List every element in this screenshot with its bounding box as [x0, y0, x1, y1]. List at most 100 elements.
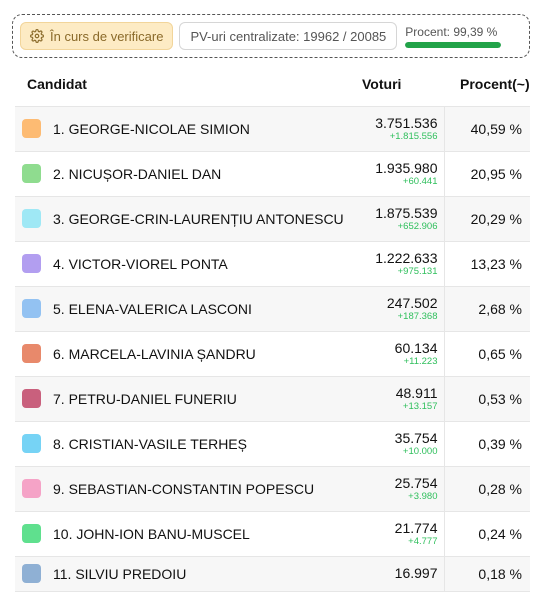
table-row[interactable]: 6. MARCELA-LAVINIA ȘANDRU 60.134 +11.223 0,… — [15, 330, 530, 376]
votes-cell: 25.754 +3.980 — [352, 465, 445, 511]
candidate-color-swatch — [22, 299, 41, 318]
percent-cell: 20,29 % — [444, 195, 530, 241]
candidate-name: 8. CRISTIAN-VASILE TERHEȘ — [53, 435, 247, 452]
votes-value: 1.222.633 — [375, 249, 438, 266]
votes-cell: 21.774 +4.777 — [352, 510, 445, 556]
candidate-wrapper: 2. NICUȘOR-DANIEL DAN — [15, 164, 352, 183]
votes-delta: +652.906 — [397, 220, 438, 232]
candidate-cell: 4. VICTOR-VIOREL PONTA — [15, 240, 352, 286]
candidate-name: 2. NICUȘOR-DANIEL DAN — [53, 165, 222, 182]
candidate-name: 9. SEBASTIAN-CONSTANTIN POPESCU — [53, 480, 315, 497]
table-row[interactable]: 2. NICUȘOR-DANIEL DAN 1.935.980 +60.441 20,… — [15, 150, 530, 196]
percent-cell: 13,23 % — [444, 240, 530, 286]
candidate-cell: 2. NICUȘOR-DANIEL DAN — [15, 150, 352, 196]
votes-cell: 3.751.536 +1.815.556 — [352, 105, 445, 151]
votes-delta: +187.368 — [397, 310, 438, 322]
table-header-row: Candidat Voturi Procent(~) — [15, 63, 530, 106]
header-candidate: Candidat — [15, 63, 352, 106]
results-table: Candidat Voturi Procent(~) 1. GEORGE-NIC… — [15, 63, 530, 592]
candidate-color-swatch — [22, 209, 41, 228]
votes-cell: 35.754 +10.000 — [352, 420, 445, 466]
percent-cell: 40,59 % — [444, 105, 530, 151]
votes-value: 247.502 — [386, 294, 438, 311]
header-votes: Voturi — [352, 63, 444, 106]
candidate-color-swatch — [22, 344, 41, 363]
candidate-wrapper: 4. VICTOR-VIOREL PONTA — [15, 254, 352, 273]
candidate-wrapper: 6. MARCELA-LAVINIA ȘANDRU — [15, 344, 352, 363]
table-row[interactable]: 10. JOHN-ION BANU-MUSCEL 21.774 +4.777 0,24… — [15, 510, 530, 556]
candidate-cell: 1. GEORGE-NICOLAE SIMION — [15, 105, 352, 151]
table-row[interactable]: 11. SILVIU PREDOIU 16.997 0,18 % — [15, 555, 530, 592]
votes-delta: +3.980 — [408, 490, 438, 502]
votes-value: 48.911 — [395, 384, 438, 401]
candidate-wrapper: 9. SEBASTIAN-CONSTANTIN POPESCU — [15, 479, 352, 498]
table-row[interactable]: 4. VICTOR-VIOREL PONTA 1.222.633 +975.131 1… — [15, 240, 530, 286]
percent-cell: 0,28 % — [444, 465, 530, 511]
progress-fill — [405, 41, 501, 48]
verification-label: În curs de verificare — [50, 28, 164, 44]
votes-value: 25.754 — [394, 474, 438, 491]
candidate-wrapper: 3. GEORGE-CRIN-LAURENȚIU ANTONESCU — [15, 209, 352, 228]
votes-delta: +60.441 — [402, 175, 438, 187]
header-percent: Procent(~) — [444, 63, 530, 106]
candidate-wrapper: 7. PETRU-DANIEL FUNERIU — [15, 389, 352, 408]
candidate-color-swatch — [22, 564, 41, 583]
votes-value: 3.751.536 — [375, 114, 438, 131]
pv-count-label: PV-uri centralizate: 19962 / 20085 — [190, 28, 387, 44]
progress-track — [405, 41, 502, 48]
candidate-color-swatch — [22, 164, 41, 183]
status-bar: În curs de verificare PV-uri centralizat… — [12, 14, 530, 58]
candidate-wrapper: 5. ELENA-VALERICA LASCONI — [15, 299, 352, 318]
percent-cell: 0,53 % — [444, 375, 530, 421]
votes-cell: 1.875.539 +652.906 — [352, 195, 445, 241]
verification-status-badge[interactable]: În curs de verificare — [20, 22, 174, 50]
votes-cell: 60.134 +11.223 — [352, 330, 445, 376]
table-row[interactable]: 7. PETRU-DANIEL FUNERIU 48.911 +13.157 0,53… — [15, 375, 530, 421]
percent-cell: 0,65 % — [444, 330, 530, 376]
table-row[interactable]: 1. GEORGE-NICOLAE SIMION 3.751.536 +1.815.… — [15, 105, 530, 151]
candidate-color-swatch — [22, 479, 41, 498]
table-row[interactable]: 8. CRISTIAN-VASILE TERHEȘ 35.754 +10.000 0,… — [15, 420, 530, 466]
votes-delta: +13.157 — [402, 400, 438, 412]
candidate-color-swatch — [22, 524, 41, 543]
candidate-cell: 9. SEBASTIAN-CONSTANTIN POPESCU — [15, 465, 352, 511]
candidate-cell: 6. MARCELA-LAVINIA ȘANDRU — [15, 330, 352, 376]
votes-cell: 16.997 — [352, 555, 445, 592]
candidate-cell: 5. ELENA-VALERICA LASCONI — [15, 285, 352, 331]
table-row[interactable]: 5. ELENA-VALERICA LASCONI 247.502 +187.368… — [15, 285, 530, 331]
votes-delta: +4.777 — [408, 535, 438, 547]
candidate-wrapper: 8. CRISTIAN-VASILE TERHEȘ — [15, 434, 352, 453]
candidate-color-swatch — [22, 254, 41, 273]
votes-value: 1.935.980 — [375, 159, 438, 176]
votes-delta: +975.131 — [397, 265, 438, 277]
pv-count-badge: PV-uri centralizate: 19962 / 20085 — [179, 22, 398, 50]
votes-delta: +10.000 — [402, 445, 438, 457]
votes-value: 35.754 — [394, 429, 438, 446]
candidate-name: 5. ELENA-VALERICA LASCONI — [53, 300, 252, 317]
votes-delta: +11.223 — [403, 355, 438, 367]
votes-cell: 1.935.980 +60.441 — [352, 150, 445, 196]
percent-cell: 20,95 % — [444, 150, 530, 196]
votes-value: 21.774 — [394, 519, 438, 536]
candidate-cell: 7. PETRU-DANIEL FUNERIU — [15, 375, 352, 421]
table-row[interactable]: 3. GEORGE-CRIN-LAURENȚIU ANTONESCU 1.875.… — [15, 195, 530, 241]
votes-cell: 1.222.633 +975.131 — [352, 240, 445, 286]
candidate-cell: 11. SILVIU PREDOIU — [15, 555, 352, 592]
candidate-color-swatch — [22, 434, 41, 453]
votes-value: 1.875.539 — [375, 204, 438, 221]
gear-icon — [30, 29, 44, 43]
candidate-name: 11. SILVIU PREDOIU — [53, 565, 187, 582]
percent-cell: 0,39 % — [444, 420, 530, 466]
candidate-cell: 3. GEORGE-CRIN-LAURENȚIU ANTONESCU — [15, 195, 352, 241]
candidate-color-swatch — [22, 389, 41, 408]
candidate-name: 3. GEORGE-CRIN-LAURENȚIU ANTONESCU — [53, 210, 344, 227]
votes-value: 60.134 — [394, 339, 438, 356]
candidate-name: 7. PETRU-DANIEL FUNERIU — [53, 390, 237, 407]
candidate-name: 6. MARCELA-LAVINIA ȘANDRU — [53, 345, 256, 362]
candidate-color-swatch — [22, 119, 41, 138]
candidate-cell: 8. CRISTIAN-VASILE TERHEȘ — [15, 420, 352, 466]
table-row[interactable]: 9. SEBASTIAN-CONSTANTIN POPESCU 25.754 +3.… — [15, 465, 530, 511]
votes-value: 16.997 — [394, 565, 438, 581]
candidate-wrapper: 11. SILVIU PREDOIU — [15, 564, 352, 583]
candidate-wrapper: 10. JOHN-ION BANU-MUSCEL — [15, 524, 352, 543]
